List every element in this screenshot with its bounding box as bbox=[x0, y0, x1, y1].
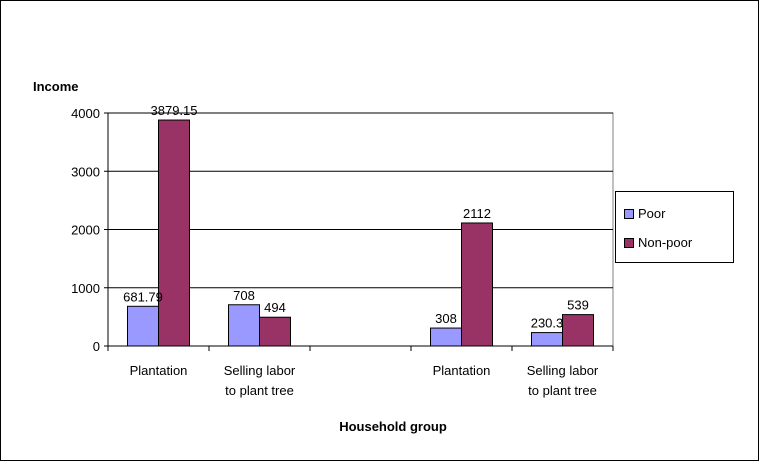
legend: Poor Non-poor bbox=[615, 191, 734, 263]
data-label: 230.3 bbox=[531, 316, 564, 331]
data-label: 3879.15 bbox=[151, 103, 198, 118]
y-tick-label: 2000 bbox=[71, 223, 100, 238]
data-label: 2112 bbox=[463, 206, 491, 221]
bars bbox=[127, 119, 594, 347]
x-tick-label: to plant tree bbox=[528, 383, 597, 398]
x-axis-title: Household group bbox=[339, 419, 447, 434]
y-tick-label: 1000 bbox=[71, 281, 100, 296]
x-tick-label: Selling labor bbox=[527, 363, 599, 378]
y-tick-label: 3000 bbox=[71, 164, 100, 179]
y-tick-label: 0 bbox=[93, 339, 100, 354]
legend-swatch-non-poor bbox=[624, 237, 634, 248]
x-tick-label: Plantation bbox=[433, 363, 491, 378]
bar-poor bbox=[228, 304, 260, 347]
legend-label-poor: Poor bbox=[638, 206, 666, 221]
bar-poor bbox=[127, 305, 159, 347]
bar-poor bbox=[430, 327, 462, 347]
legend-item-poor: Poor bbox=[624, 206, 665, 221]
bar-poor bbox=[531, 332, 563, 347]
y-axis-title: Income bbox=[33, 79, 79, 94]
bar-non-poor bbox=[461, 222, 493, 347]
x-tick-label: to plant tree bbox=[225, 383, 294, 398]
y-tick-labels: 0 1000 2000 3000 4000 bbox=[71, 106, 100, 354]
x-tick-label: Plantation bbox=[130, 363, 188, 378]
legend-swatch-poor bbox=[624, 208, 634, 219]
data-label: 494 bbox=[264, 300, 286, 315]
data-label: 539 bbox=[567, 298, 589, 313]
legend-item-non-poor: Non-poor bbox=[624, 235, 692, 250]
legend-label-non-poor: Non-poor bbox=[638, 235, 693, 250]
x-tick-labels: Plantation Selling labor to plant tree Plan… bbox=[130, 363, 599, 398]
y-tick-label: 4000 bbox=[71, 106, 100, 121]
axes bbox=[104, 112, 614, 351]
x-tick-label: Selling labor bbox=[224, 363, 296, 378]
data-label: 708 bbox=[233, 288, 255, 303]
data-label: 681.79 bbox=[123, 289, 163, 304]
data-label: 308 bbox=[435, 311, 457, 326]
data-labels: 681.79 708 308 230.3 3879.15 494 2112 539 bbox=[123, 103, 589, 331]
bar-non-poor bbox=[562, 314, 594, 347]
bar-non-poor bbox=[259, 316, 291, 347]
bar-non-poor bbox=[158, 119, 190, 347]
